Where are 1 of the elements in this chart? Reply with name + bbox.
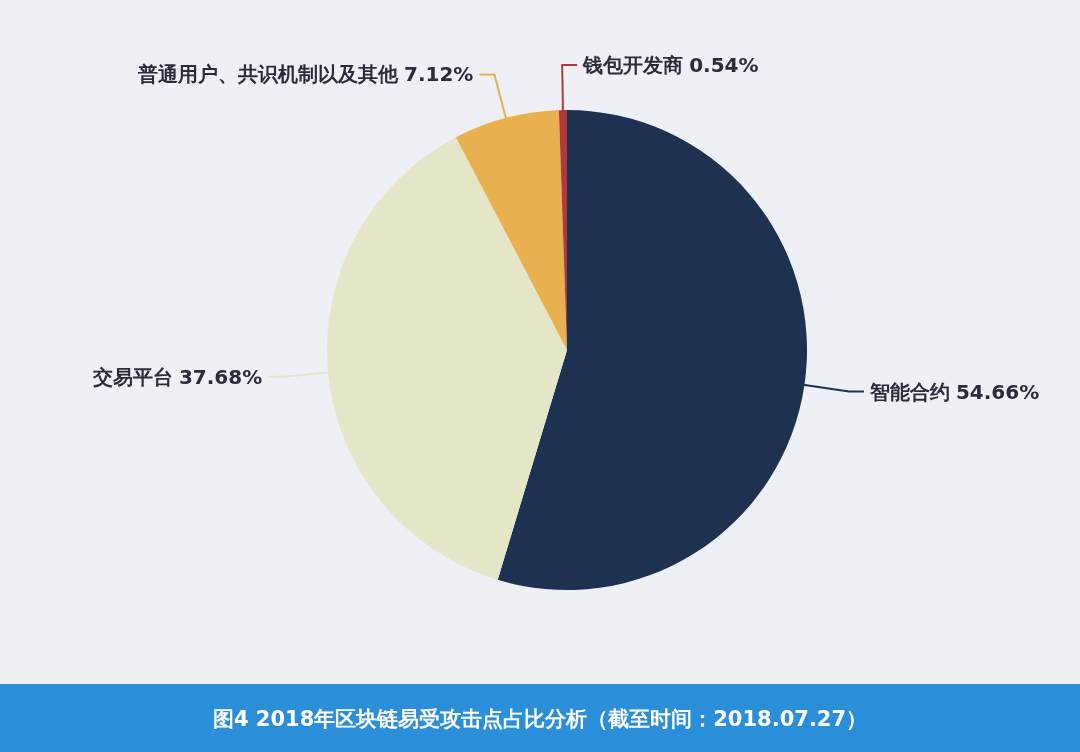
text: 图4 2018年区块链易受攻击点占比分析（截至时间：2018.07.27） [212, 707, 868, 731]
